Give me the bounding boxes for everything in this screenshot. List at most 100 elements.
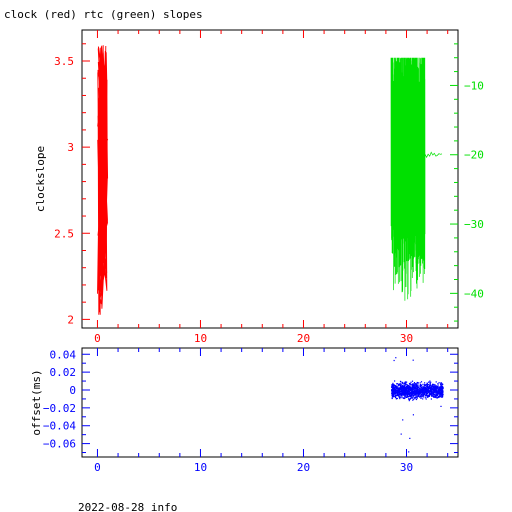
offset-point — [424, 394, 426, 396]
offset-point — [395, 385, 397, 387]
offset-point — [409, 395, 411, 397]
offset-point — [393, 389, 395, 391]
offset-point — [416, 391, 418, 393]
offset-point — [438, 388, 440, 390]
offset-point — [433, 393, 435, 396]
offset-point — [432, 396, 434, 398]
offset-point — [434, 388, 436, 391]
offset-point — [412, 386, 415, 388]
offset-point — [399, 390, 402, 392]
offset-point — [399, 384, 401, 386]
offset-point — [412, 389, 414, 391]
offset-point — [420, 388, 422, 390]
offset-point — [437, 393, 440, 395]
offset-point — [404, 391, 406, 393]
offset-point — [419, 387, 421, 389]
top-panel: 0 10 20 30 2 2.5 3 3.5 −40 −30 −20 −10 clockslope — [34, 29, 484, 345]
bottom-y-tick-label: −0.04 — [43, 420, 76, 433]
offset-point — [440, 382, 442, 384]
offset-point — [403, 387, 405, 389]
offset-point — [410, 394, 412, 396]
offset-point — [419, 382, 421, 384]
offset-point — [415, 385, 418, 387]
offset-point — [393, 387, 395, 390]
offset-point — [417, 384, 419, 386]
offset-point — [418, 395, 420, 397]
offset-point — [420, 396, 422, 398]
offset-point — [406, 386, 408, 388]
offset-point — [396, 383, 398, 385]
offset-point — [404, 381, 406, 383]
offset-point — [422, 388, 424, 390]
offset-point — [395, 389, 397, 392]
offset-point — [402, 392, 404, 394]
top-x-tick-label: 30 — [400, 332, 413, 345]
offset-point — [436, 386, 438, 388]
offset-point — [442, 391, 444, 393]
offset-point — [429, 386, 431, 388]
offset-point — [441, 385, 443, 387]
offset-point — [430, 391, 433, 393]
offset-point — [414, 383, 416, 385]
offset-point — [396, 393, 398, 395]
offset-point — [429, 384, 431, 386]
offset-point — [419, 384, 421, 386]
offset-point — [399, 394, 401, 396]
offset-point — [395, 390, 397, 392]
offset-point — [411, 380, 414, 382]
offset-point — [427, 394, 429, 396]
bottom-x-tick-label: 0 — [94, 461, 101, 474]
top-y-tick-label: 2 — [67, 313, 74, 326]
offset-point — [414, 388, 416, 390]
bottom-x-tick-label: 30 — [400, 461, 413, 474]
offset-point — [422, 392, 424, 394]
offset-point — [424, 395, 426, 397]
offset-point — [414, 386, 416, 388]
offset-point — [409, 398, 411, 401]
offset-point — [397, 392, 399, 394]
offset-point — [435, 390, 437, 392]
offset-point — [437, 396, 439, 399]
offset-point — [416, 394, 418, 397]
offset-point — [417, 383, 419, 385]
offset-point — [412, 384, 414, 387]
offset-point — [408, 388, 410, 390]
offset-point — [413, 396, 415, 398]
offset-point — [407, 396, 409, 398]
offset-point — [416, 387, 418, 389]
offset-point — [408, 382, 411, 385]
offset-point — [416, 386, 418, 388]
offset-point — [427, 387, 429, 389]
offset-point — [399, 396, 401, 398]
offset-point — [431, 393, 433, 396]
offset-point — [394, 380, 396, 382]
offset-point — [402, 386, 404, 388]
offset-point — [432, 387, 435, 389]
offset-point — [412, 399, 414, 401]
offset-point — [431, 386, 433, 388]
offset-point — [404, 397, 406, 399]
offset-point — [429, 393, 431, 395]
offset-point — [407, 386, 409, 388]
offset-point — [410, 381, 412, 383]
offset-point — [414, 393, 416, 395]
offset-point — [420, 386, 422, 388]
offset-point — [439, 389, 441, 391]
offset-point — [417, 389, 419, 391]
offset-point — [392, 387, 394, 389]
offset-point — [391, 394, 393, 396]
offset-point — [415, 388, 417, 390]
offset-point — [433, 392, 435, 394]
offset-point — [419, 396, 421, 398]
offset-point — [417, 387, 419, 389]
offset-point — [411, 397, 413, 399]
offset-point — [402, 383, 404, 385]
offset-point — [401, 390, 403, 392]
offset-point — [397, 387, 399, 389]
chart-title: clock (red) rtc (green) slopes — [4, 8, 203, 21]
offset-point — [425, 398, 427, 400]
offset-point — [440, 389, 442, 391]
offset-point — [409, 385, 411, 387]
offset-point — [395, 391, 397, 393]
